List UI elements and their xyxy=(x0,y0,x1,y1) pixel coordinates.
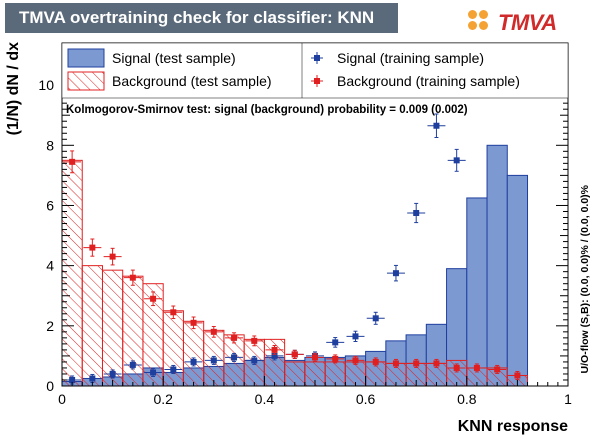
signal-test-bar xyxy=(506,174,529,387)
tmva-logo: TMVA xyxy=(468,6,568,40)
background-test-bar xyxy=(61,159,83,387)
x-tick-label: 1 xyxy=(564,391,572,407)
signal-train-point xyxy=(225,352,244,362)
logo-text: TMVA xyxy=(498,10,557,35)
background-train-point xyxy=(488,364,507,374)
signal-train-point xyxy=(386,264,405,282)
background-train-point xyxy=(63,150,82,174)
y-tick-label: 8 xyxy=(46,137,54,153)
signal-train-point xyxy=(366,311,385,325)
signal-train-point xyxy=(326,337,345,348)
legend-box xyxy=(61,42,569,99)
background-train-point xyxy=(103,247,122,266)
background-train-point xyxy=(508,370,527,380)
signal-train-point xyxy=(144,367,163,377)
background-train-point xyxy=(123,269,142,286)
background-train-point xyxy=(83,238,102,257)
signal-train-point xyxy=(346,330,365,342)
background-train-point xyxy=(447,363,466,373)
signal-train-point xyxy=(447,148,466,172)
background-train-point xyxy=(204,325,223,338)
background-train-point xyxy=(285,349,304,360)
legend-swatch-signal-test xyxy=(67,48,105,68)
legend-label-signal-test: Signal (test sample) xyxy=(112,50,236,66)
background-train-point xyxy=(164,305,183,320)
ks-test-text: Kolmogorov-Smirnov test: signal (backgro… xyxy=(66,104,468,116)
legend-label-signal-train: Signal (training sample) xyxy=(337,50,484,66)
background-train-point xyxy=(245,335,264,347)
signal-test-bar xyxy=(486,144,508,387)
background-train-point xyxy=(346,355,365,365)
background-train-point xyxy=(366,357,385,367)
logo-dots-icon xyxy=(468,10,498,38)
background-train-point xyxy=(467,363,486,373)
background-train-point xyxy=(144,291,163,307)
background-train-point xyxy=(427,358,446,368)
background-train-point xyxy=(326,354,345,364)
y-tick-label: 6 xyxy=(46,197,54,213)
signal-train-point xyxy=(184,357,203,367)
signal-train-point xyxy=(407,202,426,224)
signal-train-point xyxy=(123,360,142,370)
background-train-point xyxy=(225,332,244,344)
y-axis-label: (1/N) dN / dx xyxy=(5,42,22,135)
x-tick-label: 0.2 xyxy=(153,391,173,407)
y-tick-label: 0 xyxy=(46,378,54,394)
background-train-point xyxy=(184,316,203,330)
plot-title: TMVA overtraining check for classifier: … xyxy=(5,3,398,33)
signal-train-point xyxy=(164,364,183,374)
y-tick-label: 4 xyxy=(46,258,54,274)
background-train-point xyxy=(407,358,426,368)
x-axis-label: KNN response xyxy=(458,418,568,435)
y-tick-label: 2 xyxy=(46,318,54,334)
signal-test-bar xyxy=(466,197,488,387)
background-test-bar xyxy=(182,320,205,387)
x-tick-label: 0.4 xyxy=(255,391,275,407)
signal-train-point xyxy=(245,355,264,365)
x-tick-label: 0.6 xyxy=(356,391,376,407)
x-tick-label: 0 xyxy=(58,391,66,407)
legend-marker-background-train xyxy=(314,78,320,84)
background-test-bar xyxy=(122,275,144,387)
legend-swatch-background-test xyxy=(67,71,105,91)
y-tick-label: 10 xyxy=(38,77,54,93)
legend-label-background-test: Background (test sample) xyxy=(112,73,272,89)
signal-train-point xyxy=(204,355,223,365)
background-test-bar xyxy=(101,269,124,387)
background-train-point xyxy=(265,345,284,355)
legend-label-background-train: Background (training sample) xyxy=(337,73,520,89)
background-train-point xyxy=(386,358,405,368)
legend-marker-signal-train xyxy=(314,55,320,61)
background-test-bar xyxy=(81,265,103,387)
signal-train-point xyxy=(427,113,446,139)
x-tick-label: 0.8 xyxy=(457,391,477,407)
background-train-point xyxy=(306,352,324,362)
background-test-bar xyxy=(162,310,184,387)
signal-train-point xyxy=(103,369,122,379)
overflow-text: U/O-flow (S,B): (0.0, 0.0)% / (0.0, 0.0)… xyxy=(579,184,591,373)
